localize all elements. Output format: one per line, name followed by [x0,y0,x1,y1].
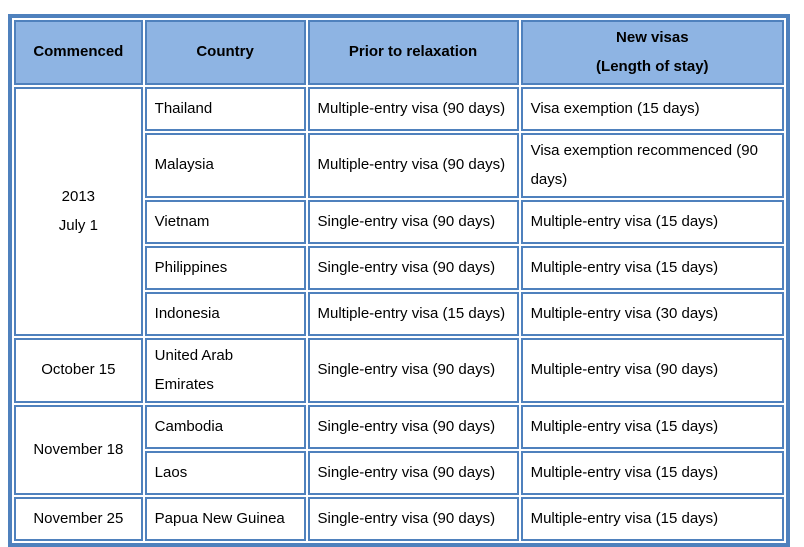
header-country: Country [144,20,306,85]
header-row: Commenced Country Prior to relaxation Ne… [14,20,784,85]
cell-commenced-october-15: October 15 [14,338,143,403]
cell-prior: Single-entry visa (90 days) [307,246,519,290]
cell-commenced-november-25: November 25 [14,497,143,541]
cell-new-visa: Visa exemption recommenced (90 days) [520,133,784,198]
table-row: Indonesia Multiple-entry visa (15 days) … [14,292,784,336]
cell-prior: Single-entry visa (90 days) [307,200,519,244]
table-row: November 25 Papua New Guinea Single-entr… [14,497,784,541]
cell-country: Cambodia [144,405,306,449]
table-row: Laos Single-entry visa (90 days) Multipl… [14,451,784,495]
table-row: Philippines Single-entry visa (90 days) … [14,246,784,290]
cell-country: Laos [144,451,306,495]
table-row: November 18 Cambodia Single-entry visa (… [14,405,784,495]
cell-country: Malaysia [144,133,306,198]
cell-prior: Multiple-entry visa (90 days) [307,87,519,131]
header-new-visas-line2: (Length of stay) [596,57,709,75]
header-prior-to-relaxation: Prior to relaxation [307,20,519,85]
table-row: October 15 United Arab Emirates Single-e… [14,338,784,403]
cell-prior: Single-entry visa (90 days) [307,338,519,403]
cell-new-visa: Multiple-entry visa (90 days) [520,338,784,403]
table-row: Vietnam Single-entry visa (90 days) Mult… [14,200,784,244]
cell-prior: Multiple-entry visa (90 days) [307,133,519,198]
cell-country: Vietnam [144,200,306,244]
cell-prior: Single-entry visa (90 days) [307,497,519,541]
cell-new-visa: Multiple-entry visa (15 days) [520,246,784,290]
cell-commenced-november-18: November 18 [14,405,143,495]
cell-country: United Arab Emirates [144,338,306,403]
cell-prior: Multiple-entry visa (15 days) [307,292,519,336]
cell-country: Papua New Guinea [144,497,306,541]
visa-relaxation-table: Commenced Country Prior to relaxation Ne… [8,14,790,547]
cell-prior: Single-entry visa (90 days) [307,405,519,449]
cell-new-visa: Multiple-entry visa (15 days) [520,200,784,244]
cell-country: Philippines [144,246,306,290]
commenced-line-year: 2013 [61,188,96,205]
header-new-visas-line1: New visas [616,29,689,46]
table-row: Malaysia Multiple-entry visa (90 days) V… [14,133,784,198]
table-row: 2013 July 1 Thailand Multiple-entry visa… [14,87,784,336]
commenced-line-date: July 1 [58,216,98,234]
header-new-visas: New visas (Length of stay) [520,20,784,85]
cell-commenced-2013-july-1: 2013 July 1 [14,87,143,336]
cell-country: Thailand [144,87,306,131]
cell-prior: Single-entry visa (90 days) [307,451,519,495]
cell-new-visa: Multiple-entry visa (15 days) [520,405,784,449]
cell-new-visa: Visa exemption (15 days) [520,87,784,131]
header-commenced: Commenced [14,20,143,85]
cell-new-visa: Multiple-entry visa (15 days) [520,497,784,541]
cell-new-visa: Multiple-entry visa (30 days) [520,292,784,336]
cell-country: Indonesia [144,292,306,336]
cell-new-visa: Multiple-entry visa (15 days) [520,451,784,495]
